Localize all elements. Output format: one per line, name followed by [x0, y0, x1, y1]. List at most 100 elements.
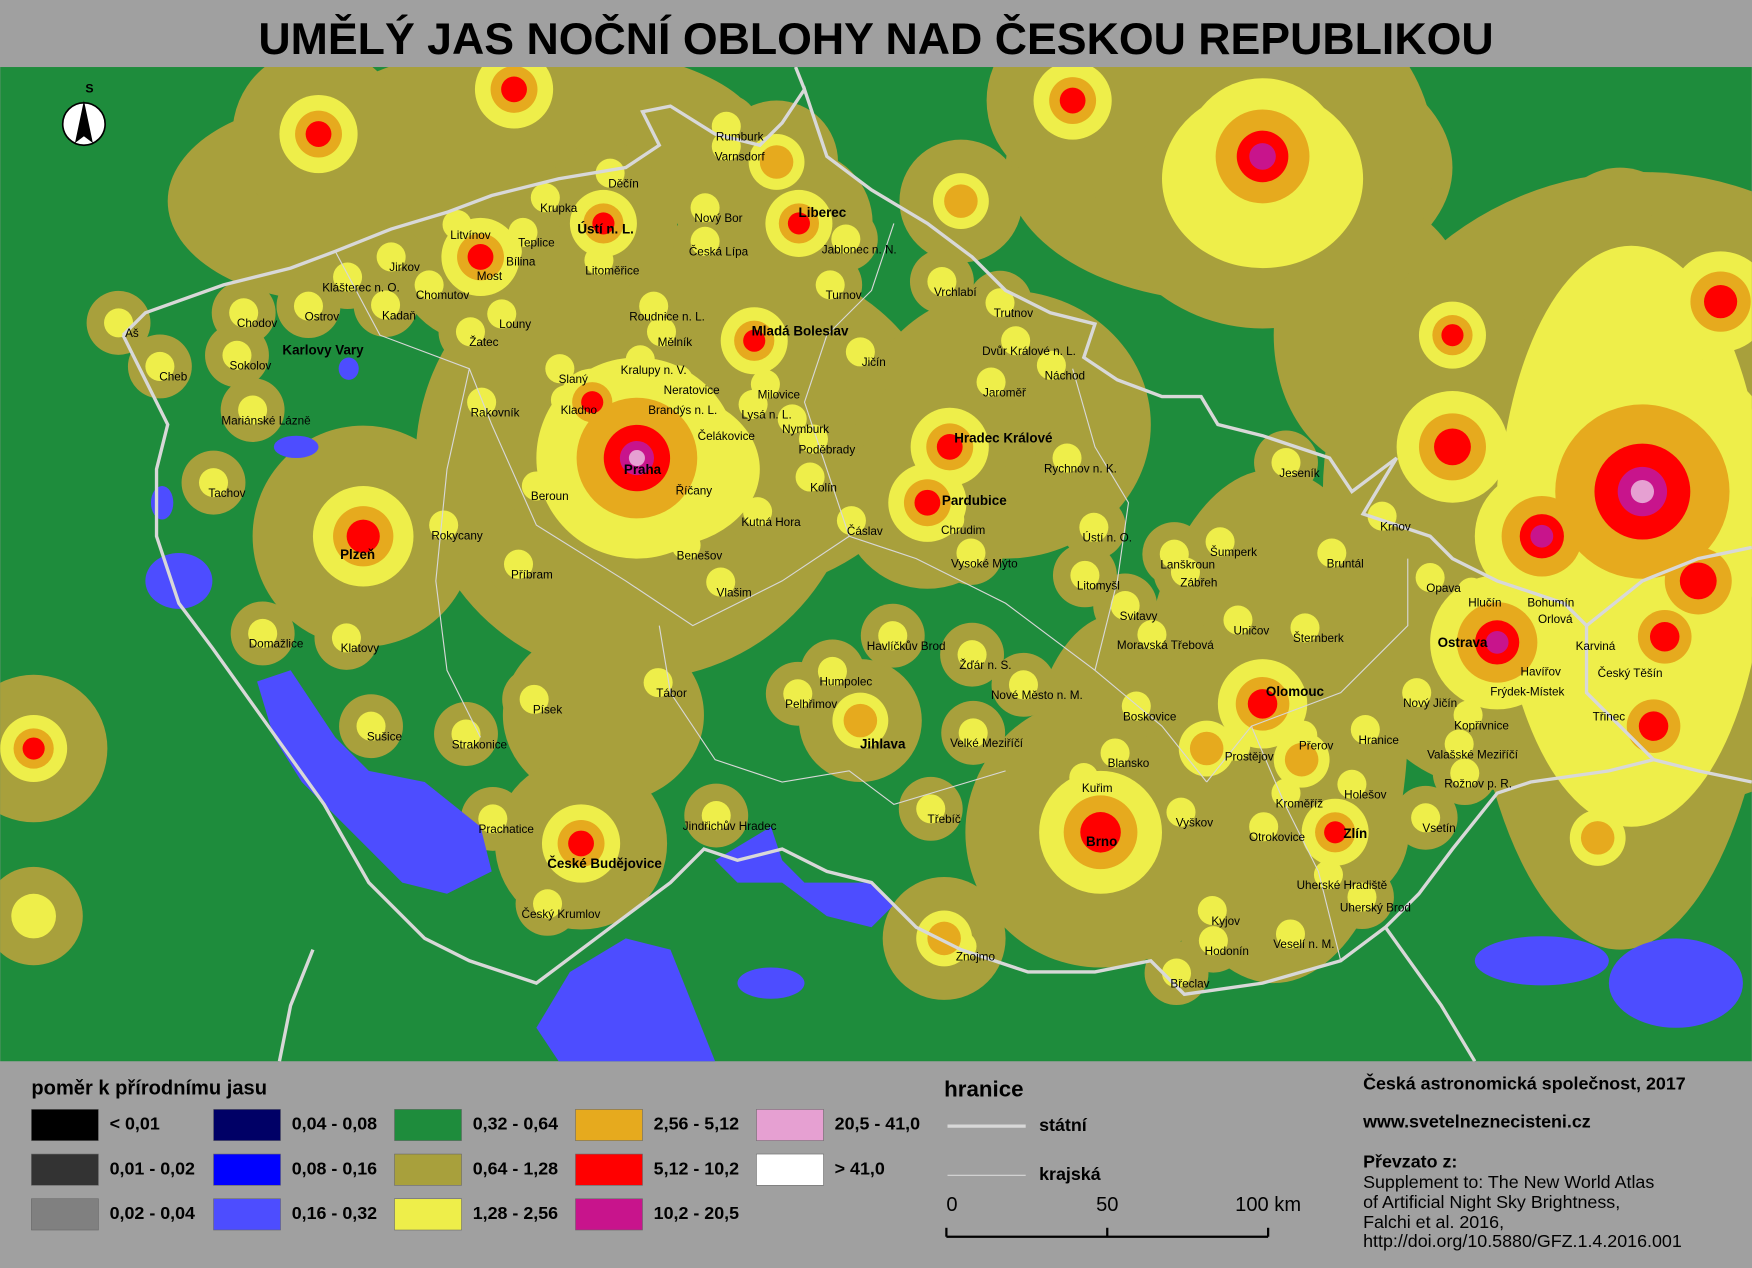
city-label: Krnov — [1380, 520, 1411, 533]
brightness-zone — [222, 340, 252, 370]
legend-swatch — [213, 1198, 281, 1231]
major-city-label: Jihlava — [860, 737, 906, 752]
brightness-zone — [936, 433, 963, 460]
scale-label: 100 km — [1235, 1194, 1301, 1216]
city-label: Mělník — [658, 336, 693, 349]
city-label: Frýdek-Místek — [1490, 686, 1564, 699]
brightness-zone — [836, 506, 866, 536]
brightness-zone — [145, 351, 175, 381]
brightness-zone — [738, 389, 768, 419]
state-border — [1653, 758, 1752, 784]
city-label: Zábřeh — [1180, 576, 1217, 589]
credit-author: Česká astronomická společnost, 2017 — [1363, 1073, 1686, 1094]
brightness-zone — [706, 567, 736, 597]
brightness-zone — [487, 299, 517, 329]
city-label: Kolín — [810, 481, 837, 494]
brightness-zone — [1453, 700, 1483, 730]
city-label: Břeclav — [1170, 977, 1209, 990]
brightness-zone — [238, 395, 268, 425]
city-label: Slaný — [559, 373, 588, 386]
dark-zone — [150, 485, 174, 520]
brightness-zone — [376, 242, 406, 272]
brightness-zone — [698, 411, 728, 441]
major-city-label: České Budějovice — [547, 856, 662, 871]
city-label: Vsetín — [1422, 822, 1455, 835]
legend-swatch — [213, 1109, 281, 1141]
region-border — [1250, 725, 1342, 961]
city-label: Varnsdorf — [715, 151, 766, 164]
city-label: Český Těšín — [1598, 667, 1663, 680]
brightness-zone — [1284, 742, 1319, 777]
legend-label: 10,2 - 20,5 — [654, 1203, 739, 1223]
brightness-zone — [976, 367, 1006, 397]
city-label: Turnov — [826, 289, 862, 302]
city-label: Žatec — [469, 336, 498, 349]
legend-swatch — [575, 1153, 643, 1186]
legend-label: 0,32 - 0,64 — [473, 1114, 558, 1134]
legend-swatch — [394, 1198, 462, 1231]
city-label: Boskovice — [1123, 710, 1176, 723]
brightness-zone — [1630, 479, 1655, 504]
legend-swatch — [756, 1109, 824, 1141]
city-label: Tachov — [208, 487, 245, 500]
brightness-zone — [1036, 350, 1066, 380]
brightness-zone — [1638, 711, 1669, 741]
city-label: Domažlice — [249, 638, 304, 651]
brightness-zone — [581, 391, 604, 414]
brightness-zone — [643, 668, 673, 698]
brightness-zone — [795, 462, 825, 492]
brightness-zone — [592, 212, 615, 235]
city-label: Tábor — [656, 687, 687, 700]
brightness-zone — [1223, 605, 1253, 635]
brightness-zone — [1198, 926, 1228, 956]
legend-swatch — [31, 1198, 99, 1231]
legend-label: < 0,01 — [110, 1114, 160, 1134]
city-label: Sušice — [367, 730, 402, 743]
brightness-zone — [787, 212, 810, 235]
city-label: Jirkov — [389, 261, 420, 274]
major-city-label: Zlín — [1343, 826, 1367, 841]
city-label: Valašské Meziříčí — [1427, 748, 1519, 761]
brightness-zone — [671, 530, 701, 560]
legend-label: 0,01 - 0,02 — [110, 1158, 195, 1178]
brightness-zone — [957, 640, 987, 670]
state-border — [794, 67, 807, 90]
city-label: Nový Bor — [694, 212, 742, 225]
city-label: Blansko — [1108, 757, 1150, 770]
brightness-zone — [533, 889, 563, 919]
scale-label: 50 — [1096, 1194, 1118, 1216]
legend-swatch — [31, 1153, 99, 1186]
major-city-label: Pardubice — [942, 493, 1007, 508]
brightness-zone — [1159, 539, 1189, 569]
city-label: Milovice — [758, 389, 800, 402]
city-label: Kladno — [561, 404, 598, 417]
dark-zone — [338, 357, 359, 380]
brightness-zone — [783, 679, 813, 709]
legend-swatch — [394, 1153, 462, 1186]
city-label: Nymburk — [782, 423, 829, 436]
brightness-zone — [11, 893, 56, 939]
brightness-zone — [690, 226, 720, 256]
legend: < 0,01 0,01 - 0,02 0,02 - 0,04 0,04 - 0,08 0… — [31, 1109, 920, 1231]
border-label: krajská — [1039, 1164, 1101, 1184]
brightness-zone — [878, 621, 908, 651]
major-city-label: Plzeň — [340, 547, 375, 562]
brightness-zone — [198, 468, 229, 498]
city-label: Příbram — [511, 568, 553, 581]
brightness-zone — [1290, 613, 1320, 643]
brightness-zone — [639, 291, 669, 321]
north-label: S — [85, 82, 93, 96]
legend-label: 0,16 - 0,32 — [292, 1203, 377, 1223]
city-label: Kutná Hora — [741, 516, 801, 529]
brightness-zone — [1001, 326, 1031, 356]
legend-label: 5,12 - 10,2 — [654, 1158, 739, 1178]
dark-zone — [257, 670, 492, 894]
city-label: Jablonec n. N. — [822, 243, 897, 256]
dark-zone — [1608, 938, 1743, 1028]
brightness-zone — [1137, 620, 1167, 650]
legend-swatch — [213, 1153, 281, 1186]
legend-swatch — [394, 1109, 462, 1141]
legend-title: poměr k přírodnímu jasu — [31, 1078, 267, 1100]
brightness-zone — [550, 385, 580, 415]
city-label: Havlíčkův Brod — [867, 640, 946, 653]
